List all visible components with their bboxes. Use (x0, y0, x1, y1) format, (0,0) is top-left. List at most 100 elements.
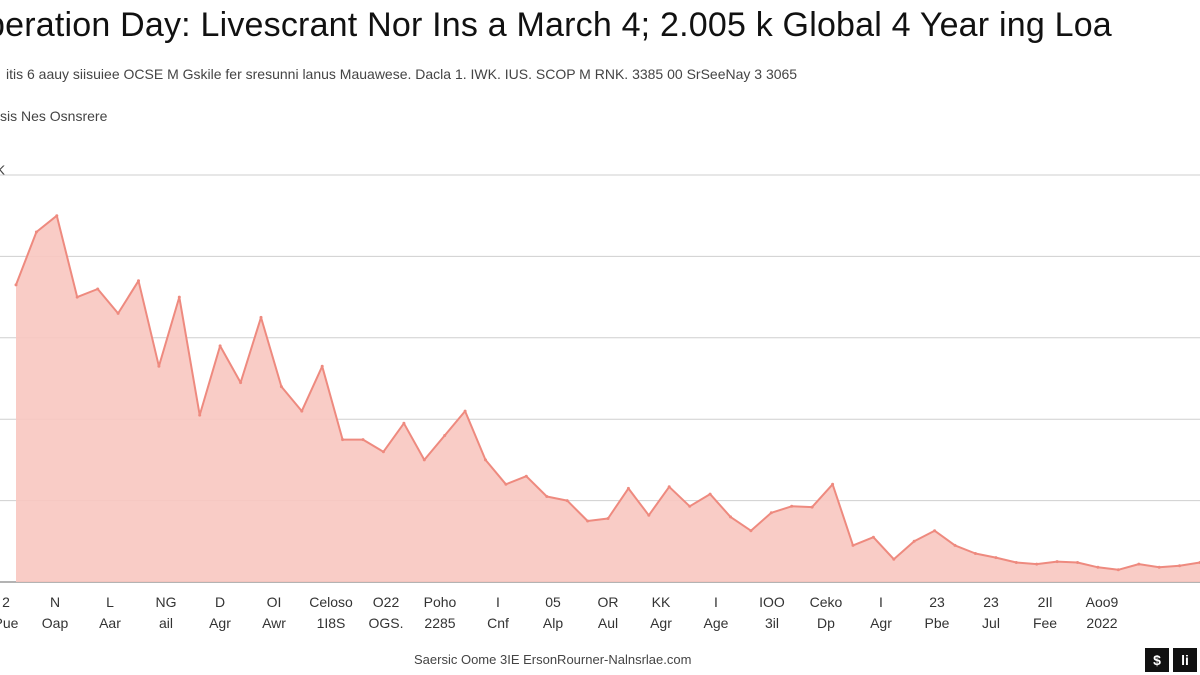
x-tick-label-top: NG (156, 594, 177, 610)
x-tick-label-top: OR (598, 594, 619, 610)
data-point (75, 295, 79, 299)
data-point (443, 434, 447, 437)
data-point (381, 450, 385, 454)
data-point (504, 482, 508, 486)
data-point (708, 492, 712, 496)
x-tick-label-bottom: OGS. (368, 615, 403, 631)
y-axis-unit-label: K (0, 162, 6, 178)
x-tick-label-top: Poho (424, 594, 457, 610)
data-point (14, 283, 18, 287)
source-credit: Saersic Oome 3IE ErsonRourner-Nalnsrlae.… (414, 652, 692, 667)
data-point (953, 543, 957, 547)
data-point (586, 519, 590, 523)
data-point (871, 535, 875, 539)
data-point (973, 552, 977, 555)
data-point (463, 409, 467, 413)
data-point (851, 543, 855, 547)
data-point (606, 517, 610, 520)
data-point (1035, 562, 1039, 566)
data-point (96, 287, 100, 291)
data-point (1157, 565, 1161, 569)
x-tick-label-bottom: ail (159, 615, 173, 631)
data-point (137, 279, 140, 283)
series-label: sis Nes Osnsrere (0, 108, 108, 124)
data-point (422, 458, 426, 462)
x-tick-label-top: 23 (983, 594, 999, 610)
data-point (1096, 565, 1100, 569)
x-tick-label-top: 23 (929, 594, 945, 610)
data-point (912, 539, 916, 543)
data-point (994, 556, 998, 560)
chart-subtitle: itis 6 aauy siisuiee OCSE M Gskile fer s… (6, 66, 798, 82)
chart-title: peration Day: Livescrant Nor Ins a March… (0, 6, 1112, 44)
x-tick-label-bottom: Pue (0, 615, 19, 631)
x-tick-label-bottom: Aar (99, 615, 121, 631)
x-tick-label-top: 05 (545, 594, 561, 610)
data-point (688, 504, 692, 508)
publisher-logo-2: li (1173, 648, 1197, 672)
x-axis-ticks: 2 Pue N Oap L Aar NG ail D Agr OI Awr Celoso 1I8S O22 O… (0, 594, 1119, 631)
x-tick-label-top: I (879, 594, 883, 610)
x-tick-label-top: N (50, 594, 60, 610)
x-tick-label-bottom: 2022 (1086, 615, 1117, 631)
data-point (769, 511, 773, 515)
x-tick-label-top: Ceko (810, 594, 843, 610)
x-tick-label-bottom: Alp (543, 615, 563, 631)
x-tick-label-top: D (215, 594, 225, 610)
x-tick-label-bottom: Dp (817, 615, 835, 631)
data-point (831, 482, 835, 486)
x-tick-label-top: L (106, 594, 114, 610)
data-point (300, 409, 304, 413)
x-tick-label-bottom: 1I8S (317, 615, 346, 631)
data-point (545, 495, 549, 498)
data-point (1116, 568, 1120, 572)
data-point (933, 529, 937, 533)
x-tick-label-bottom: Agr (650, 615, 672, 631)
data-point (1014, 561, 1018, 564)
x-tick-label-bottom: Cnf (487, 615, 509, 631)
data-point (626, 486, 630, 490)
x-tick-label-top: I (714, 594, 718, 610)
data-point (667, 485, 671, 489)
x-tick-label-top: IOO (759, 594, 785, 610)
data-point (565, 499, 569, 503)
x-tick-label-bottom: Jul (982, 615, 1000, 631)
data-points (14, 214, 1200, 572)
data-point (177, 295, 181, 299)
data-point (34, 230, 38, 234)
x-tick-label-bottom: Age (704, 615, 729, 631)
x-tick-label-bottom: Fee (1033, 615, 1057, 631)
publisher-logo-1: $ (1145, 648, 1169, 672)
data-point (259, 315, 263, 319)
x-tick-label-bottom: Aul (598, 615, 618, 631)
x-tick-label-bottom: 3il (765, 615, 779, 631)
data-point (892, 557, 896, 561)
data-point (116, 311, 120, 315)
data-point (218, 344, 222, 348)
data-point (810, 505, 814, 509)
data-point (749, 529, 753, 533)
data-point (55, 214, 59, 218)
x-tick-label-bottom: Agr (209, 615, 231, 631)
x-tick-label-top: I (496, 594, 500, 610)
x-tick-label-bottom: Pbe (925, 615, 950, 631)
x-tick-label-top: O22 (373, 594, 400, 610)
data-point (484, 458, 487, 462)
area-chart: 2 Pue N Oap L Aar NG ail D Agr OI Awr Celoso 1I8S O22 O… (0, 174, 1200, 631)
x-tick-label-bottom: 2285 (424, 615, 455, 631)
data-point (279, 385, 283, 389)
data-point (361, 438, 365, 442)
data-point (320, 364, 324, 368)
x-tick-label-top: 2Il (1038, 594, 1053, 610)
data-point (524, 474, 528, 478)
x-tick-label-top: OI (267, 594, 282, 610)
data-point (1055, 560, 1059, 564)
data-point (790, 504, 794, 508)
x-tick-label-top: KK (652, 594, 671, 610)
data-point (198, 413, 202, 417)
x-tick-label-top: Celoso (309, 594, 353, 610)
series-area-fill (16, 215, 1200, 582)
x-tick-label-bottom: Awr (262, 615, 286, 631)
data-point (157, 364, 161, 368)
data-point (1076, 561, 1079, 564)
